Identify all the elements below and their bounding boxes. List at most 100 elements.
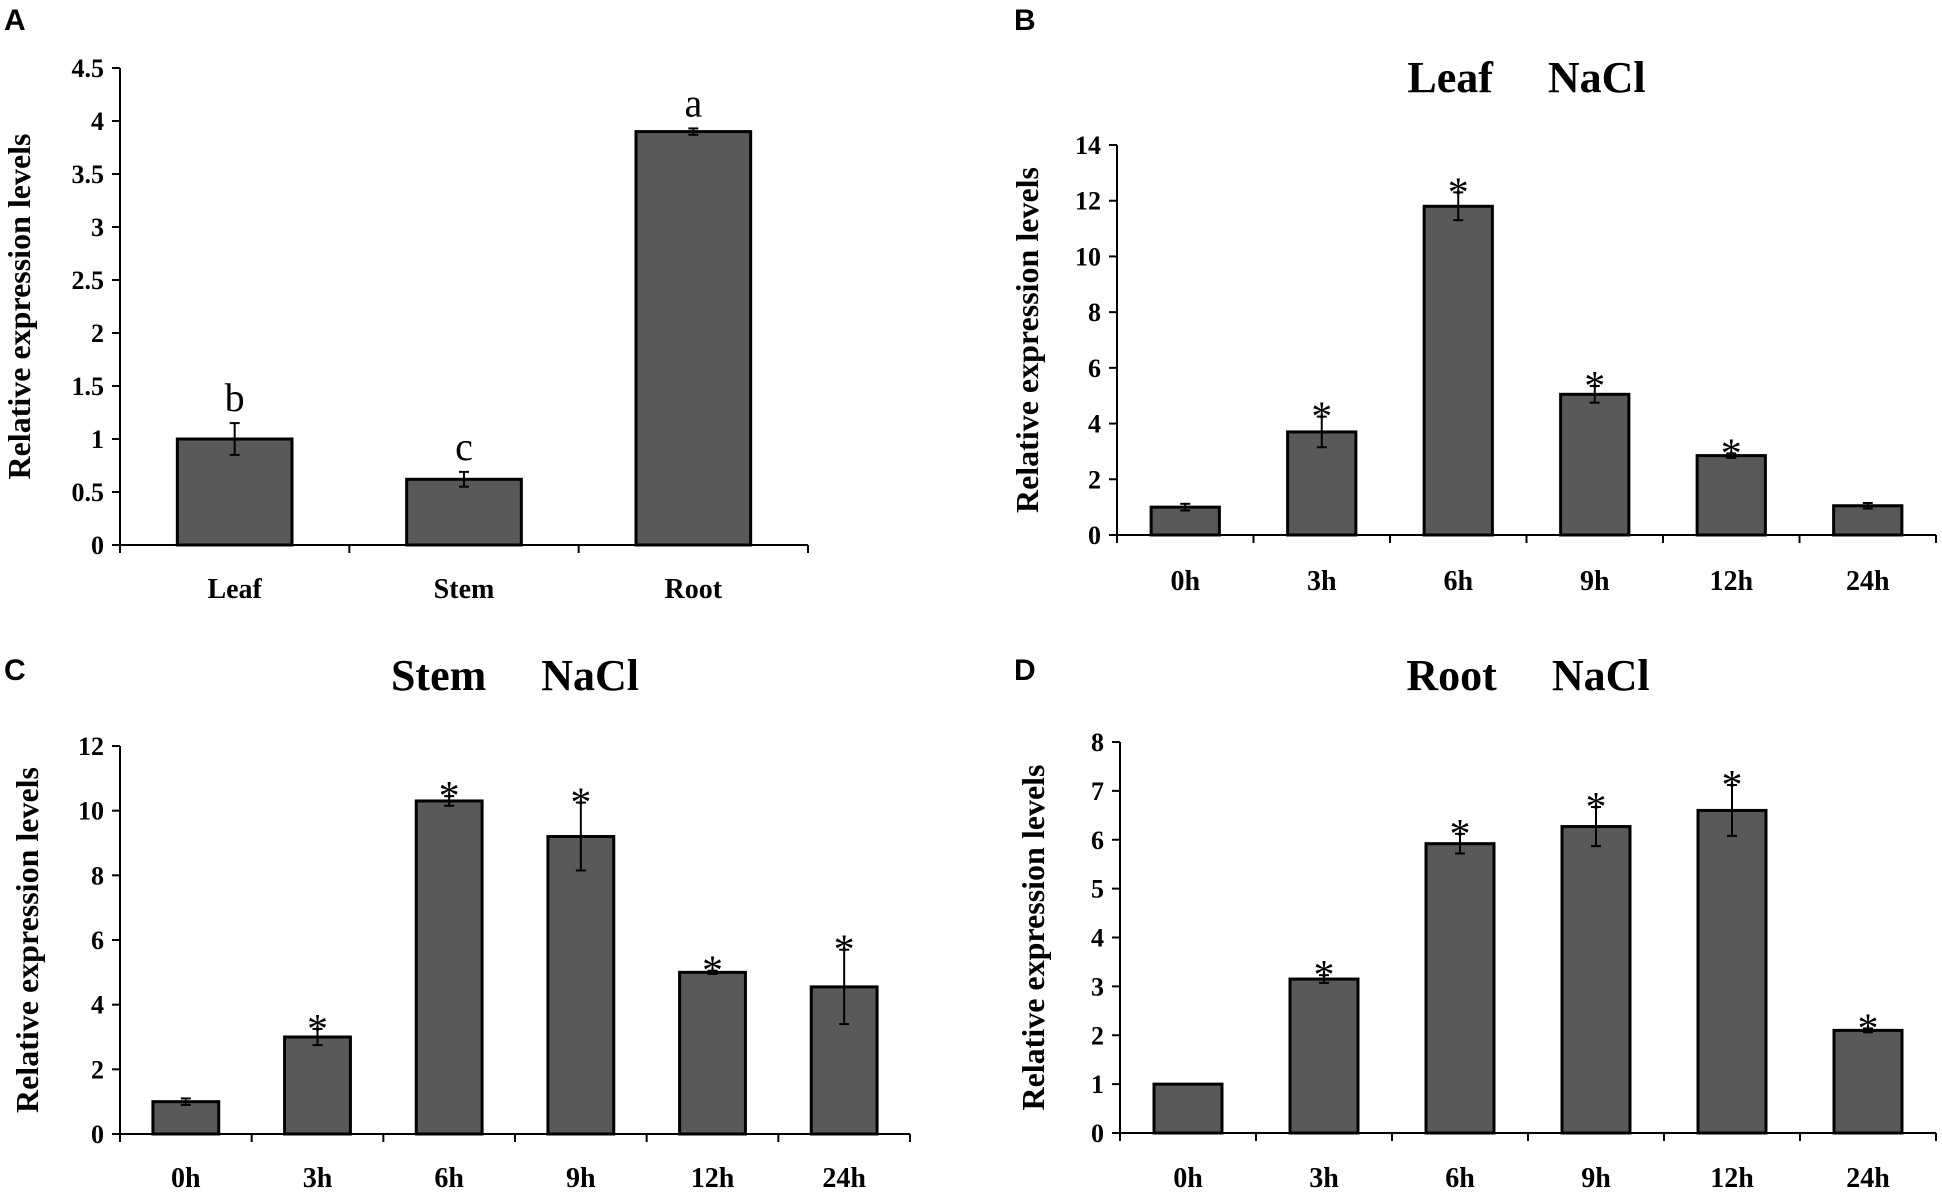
panel-letter: D [1014,654,1036,687]
y-tick-label: 8 [1088,298,1101,327]
x-category-label: 3h [1309,1163,1339,1194]
significance-star: * [1721,431,1742,477]
y-tick-label: 2 [1091,1021,1104,1050]
significance-star: * [1722,763,1743,809]
y-tick-label: 12 [78,732,104,761]
y-tick-label: 10 [1075,242,1101,271]
significance-star: * [1584,364,1605,410]
significance-star: * [1858,1006,1879,1052]
chart-title: Stem NaCl [391,651,639,700]
y-tick-label: 8 [1091,728,1104,757]
x-category-label: 6h [1443,566,1473,597]
bar [407,479,522,545]
y-axis-label: Relative expression levels [9,767,45,1113]
y-tick-label: 3.5 [72,160,105,189]
x-category-label: 6h [1445,1163,1475,1194]
bar [1290,979,1358,1133]
panel-letter: C [4,654,26,687]
y-tick-label: 4.5 [72,54,105,83]
chart-title: Root NaCl [1406,651,1649,700]
bar [636,132,751,545]
x-category-label: 6h [434,1163,464,1194]
x-category-label: 3h [303,1163,333,1194]
significance-letter: b [225,375,245,420]
significance-star: * [702,949,723,995]
y-tick-label: 0 [1088,521,1101,550]
x-category-label: 12h [691,1163,735,1194]
significance-star: * [1311,395,1332,441]
x-category-label: 9h [566,1163,596,1194]
y-tick-label: 0 [91,1120,104,1149]
y-tick-label: 7 [1091,777,1104,806]
y-tick-label: 0 [91,531,104,560]
bar [1562,827,1630,1133]
significance-letter: a [684,80,702,125]
figure: ARelative expression levels00.511.522.53… [0,0,1942,1197]
y-axis-label: Relative expression levels [1009,167,1045,513]
y-tick-label: 3 [1091,972,1104,1001]
significance-star: * [307,1007,328,1053]
y-tick-label: 1 [1091,1070,1104,1099]
chart-panel-d: D Root NaCl Relative expression levels 0 1 2 3… [1014,651,1936,1194]
significance-letter: c [455,424,473,469]
significance-star: * [834,928,855,974]
y-tick-label: 14 [1075,131,1101,160]
y-tick-label: 4 [91,991,104,1020]
x-category-label: Leaf [207,574,262,605]
bar [1698,810,1766,1133]
significance-star: * [439,774,460,820]
y-axis-label: Relative expression levels [1,133,37,479]
y-tick-label: 3 [91,213,104,242]
x-category-label: 24h [822,1163,866,1194]
y-tick-label: 4 [1091,924,1104,953]
y-tick-label: 0 [1091,1119,1104,1148]
bar [1426,844,1494,1133]
y-tick-label: 2 [91,319,104,348]
y-tick-label: 4 [1088,410,1101,439]
x-category-label: 12h [1709,566,1753,597]
y-tick-label: 8 [91,861,104,890]
chart-panel-b: B Leaf NaCl Relative expression levels 0 2 4 6… [1009,4,1936,597]
y-tick-label: 4 [91,107,104,136]
significance-star: * [1586,785,1607,831]
x-category-label: 9h [1580,566,1610,597]
x-category-label: 3h [1307,566,1337,597]
y-tick-label: 6 [91,926,104,955]
x-category-label: 24h [1846,566,1890,597]
bar [1154,1084,1222,1133]
chart-panel-a: A Relative expression levels 0 0.5 1 1.5 2 2.5 3… [1,4,808,605]
x-category-label: 9h [1581,1163,1611,1194]
bar [1834,506,1902,535]
bar [1561,394,1629,535]
x-category-label: 24h [1846,1163,1890,1194]
x-category-label: 0h [1170,566,1200,597]
significance-star: * [570,781,591,827]
y-tick-label: 6 [1088,354,1101,383]
x-category-label: Stem [434,574,495,605]
panel-letter: B [1014,4,1036,37]
y-tick-label: 2 [1088,465,1101,494]
bar [1424,206,1492,535]
y-tick-label: 5 [1091,875,1104,904]
x-category-label: 0h [1173,1163,1203,1194]
bar [548,837,614,1134]
x-category-label: 0h [171,1163,201,1194]
y-tick-label: 1.5 [72,372,105,401]
x-category-label: 12h [1710,1163,1754,1194]
significance-star: * [1450,812,1471,858]
y-tick-label: 1 [91,425,104,454]
y-axis-label: Relative expression levels [1015,764,1051,1110]
y-tick-label: 2.5 [72,266,105,295]
y-tick-label: 6 [1091,826,1104,855]
x-category-label: Root [665,574,723,605]
bar [153,1102,219,1134]
y-tick-label: 2 [91,1055,104,1084]
bar [416,801,482,1134]
y-tick-label: 12 [1075,187,1101,216]
chart-title: Leaf NaCl [1407,53,1645,102]
significance-star: * [1314,953,1335,999]
y-tick-label: 0.5 [72,478,105,507]
bar [680,972,746,1134]
significance-star: * [1448,170,1469,216]
y-tick-label: 10 [78,797,104,826]
